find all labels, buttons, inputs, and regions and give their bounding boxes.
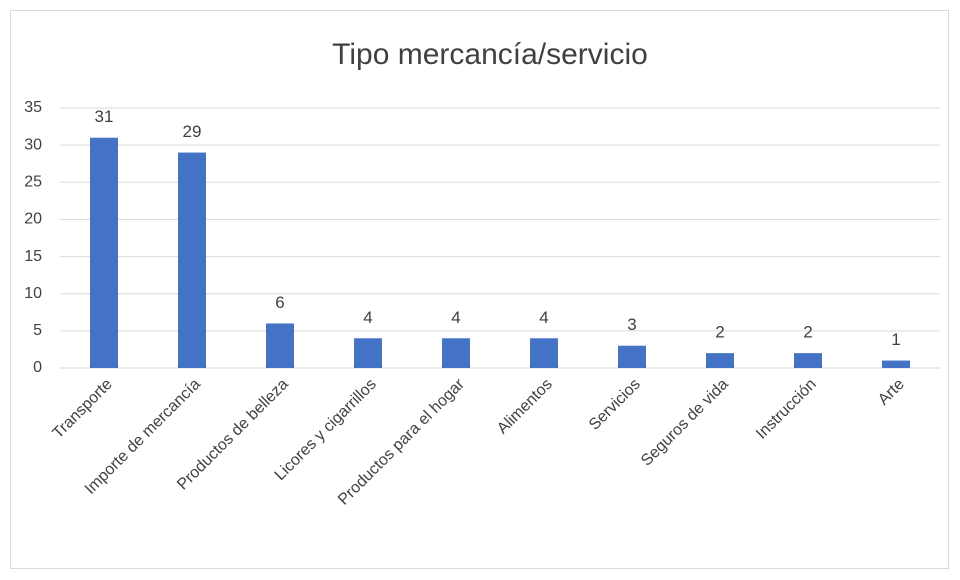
y-tick-label: 0 xyxy=(33,359,42,376)
chart-border xyxy=(10,10,949,569)
data-label: 2 xyxy=(715,323,724,342)
bar xyxy=(794,353,822,368)
data-label: 4 xyxy=(539,308,548,327)
bar xyxy=(90,137,118,368)
bar xyxy=(706,353,734,368)
data-label: 6 xyxy=(275,293,284,312)
data-label: 2 xyxy=(803,323,812,342)
y-tick-label: 15 xyxy=(24,248,42,265)
bar xyxy=(442,338,470,368)
data-label: 31 xyxy=(95,107,114,126)
bar xyxy=(178,152,206,368)
y-tick-label: 25 xyxy=(24,174,42,191)
bar xyxy=(354,338,382,368)
bar xyxy=(618,345,646,368)
y-tick-label: 30 xyxy=(24,136,42,153)
data-label: 3 xyxy=(627,315,636,334)
y-tick-label: 5 xyxy=(33,322,42,339)
bar xyxy=(530,338,558,368)
y-tick-label: 35 xyxy=(24,99,42,116)
bar xyxy=(882,360,910,368)
chart-title: Tipo mercancía/servicio xyxy=(332,38,648,71)
data-label: 4 xyxy=(363,308,372,327)
data-label: 1 xyxy=(891,330,900,349)
data-label: 29 xyxy=(183,122,202,141)
data-label: 4 xyxy=(451,308,460,327)
bar xyxy=(266,323,294,368)
y-tick-label: 20 xyxy=(24,211,42,228)
y-tick-label: 10 xyxy=(24,285,42,302)
